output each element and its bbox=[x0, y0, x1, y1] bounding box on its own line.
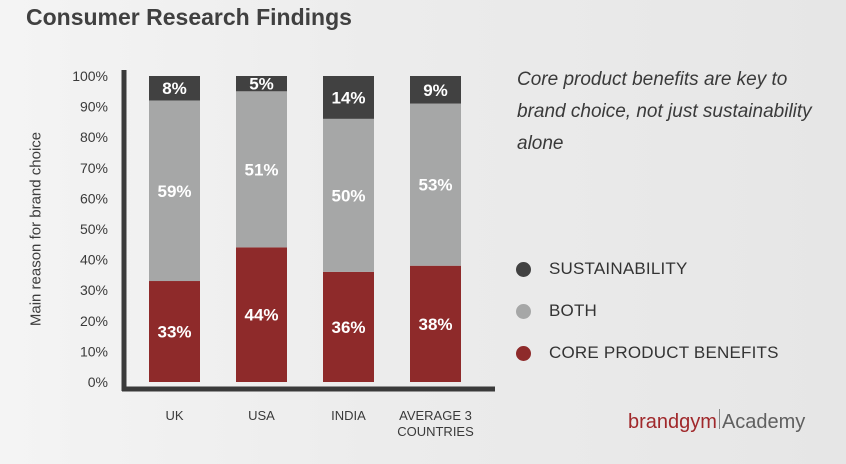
data-label: 8% bbox=[162, 79, 187, 98]
bar-segment bbox=[149, 281, 200, 382]
legend-label-both: BOTH bbox=[549, 301, 598, 320]
legend-dot-both bbox=[516, 303, 531, 319]
data-label: 9% bbox=[423, 81, 448, 100]
y-tick-label: 80% bbox=[80, 129, 108, 145]
brand-logo-sub: Academy bbox=[721, 411, 806, 433]
key-insight-note: Core product benefits are key to brand c… bbox=[517, 69, 812, 154]
y-tick-label: 30% bbox=[80, 282, 108, 298]
data-label: 44% bbox=[244, 306, 278, 325]
legend-item-both: BOTH bbox=[516, 300, 779, 322]
y-tick-label: 60% bbox=[80, 190, 108, 206]
legend-label-core-product-benefits: CORE PRODUCT BENEFITS bbox=[549, 343, 779, 362]
chart-legend: SUSTAINABILITY BOTH CORE PRODUCT BENEFIT… bbox=[516, 258, 779, 384]
bar-segment bbox=[236, 247, 287, 382]
bar-segment bbox=[149, 100, 200, 282]
data-label: 33% bbox=[157, 323, 191, 342]
bar-segment bbox=[410, 103, 461, 266]
brand-logo: brandgym Academy bbox=[628, 409, 805, 434]
brand-logo-divider bbox=[718, 409, 720, 429]
x-tick-label: COUNTRIES bbox=[397, 424, 474, 439]
x-tick-label: USA bbox=[248, 408, 275, 423]
bar-segment bbox=[236, 91, 287, 248]
y-tick-label: 10% bbox=[80, 343, 108, 359]
bar-segment bbox=[323, 271, 374, 382]
page-title: Consumer Research Findings bbox=[26, 4, 352, 30]
legend-dot-sustainability bbox=[516, 261, 531, 277]
y-tick-label: 70% bbox=[80, 160, 108, 176]
bar-segment bbox=[410, 76, 461, 104]
y-tick-label: 100% bbox=[72, 68, 108, 84]
y-tick-label: 50% bbox=[80, 221, 108, 237]
legend-dot-core-product-benefits bbox=[516, 345, 531, 361]
legend-label-sustainability: SUSTAINABILITY bbox=[549, 259, 688, 278]
brand-logo-main: brandgym bbox=[628, 411, 717, 433]
data-label: 14% bbox=[331, 88, 365, 107]
data-label: 5% bbox=[249, 75, 274, 94]
bar-segment bbox=[149, 76, 200, 101]
x-tick-label: UK bbox=[165, 408, 183, 423]
bar-segment bbox=[323, 118, 374, 272]
y-tick-label: 90% bbox=[80, 99, 108, 115]
bar-segment bbox=[236, 76, 287, 92]
legend-item-sustainability: SUSTAINABILITY bbox=[516, 258, 779, 280]
y-tick-label: 40% bbox=[80, 252, 108, 268]
y-tick-label: 20% bbox=[80, 313, 108, 329]
data-label: 59% bbox=[157, 182, 191, 201]
bar-segment bbox=[323, 76, 374, 119]
y-tick-label: 0% bbox=[88, 374, 108, 390]
legend-item-core-product-benefits: CORE PRODUCT BENEFITS bbox=[516, 342, 779, 364]
data-label: 53% bbox=[418, 176, 452, 195]
data-label: 38% bbox=[418, 315, 452, 334]
data-label: 51% bbox=[244, 160, 278, 179]
bar-segment bbox=[410, 265, 461, 382]
x-tick-label: AVERAGE 3 bbox=[399, 408, 472, 423]
data-label: 36% bbox=[331, 318, 365, 337]
x-tick-label: INDIA bbox=[331, 408, 366, 423]
data-label: 50% bbox=[331, 186, 365, 205]
